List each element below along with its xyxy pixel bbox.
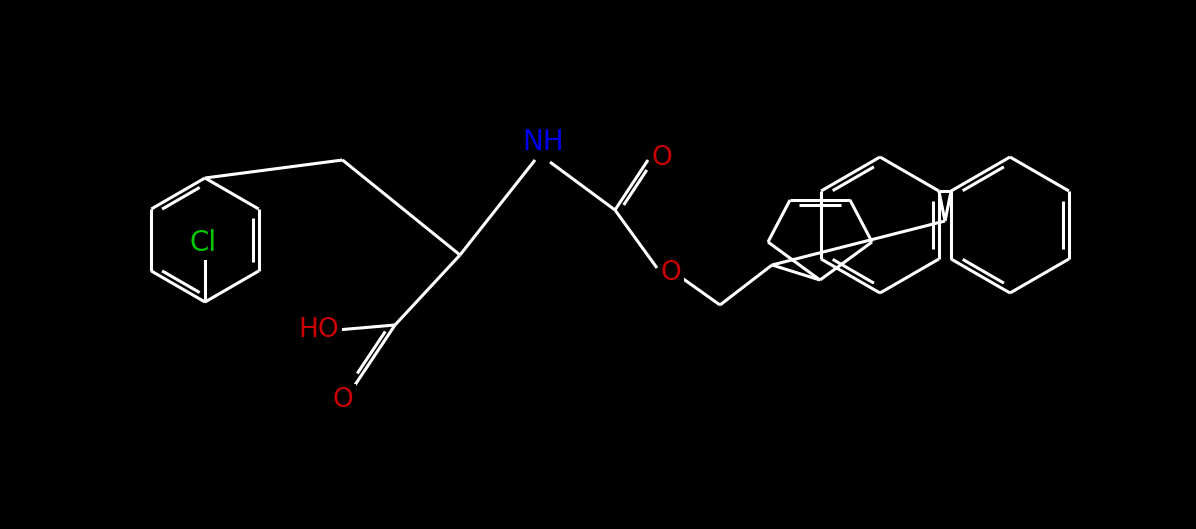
Text: O: O [652,145,672,171]
Text: NH: NH [523,128,563,156]
Text: O: O [332,387,353,413]
Text: O: O [660,260,682,286]
Text: HO: HO [299,317,340,343]
Text: Cl: Cl [189,229,216,257]
